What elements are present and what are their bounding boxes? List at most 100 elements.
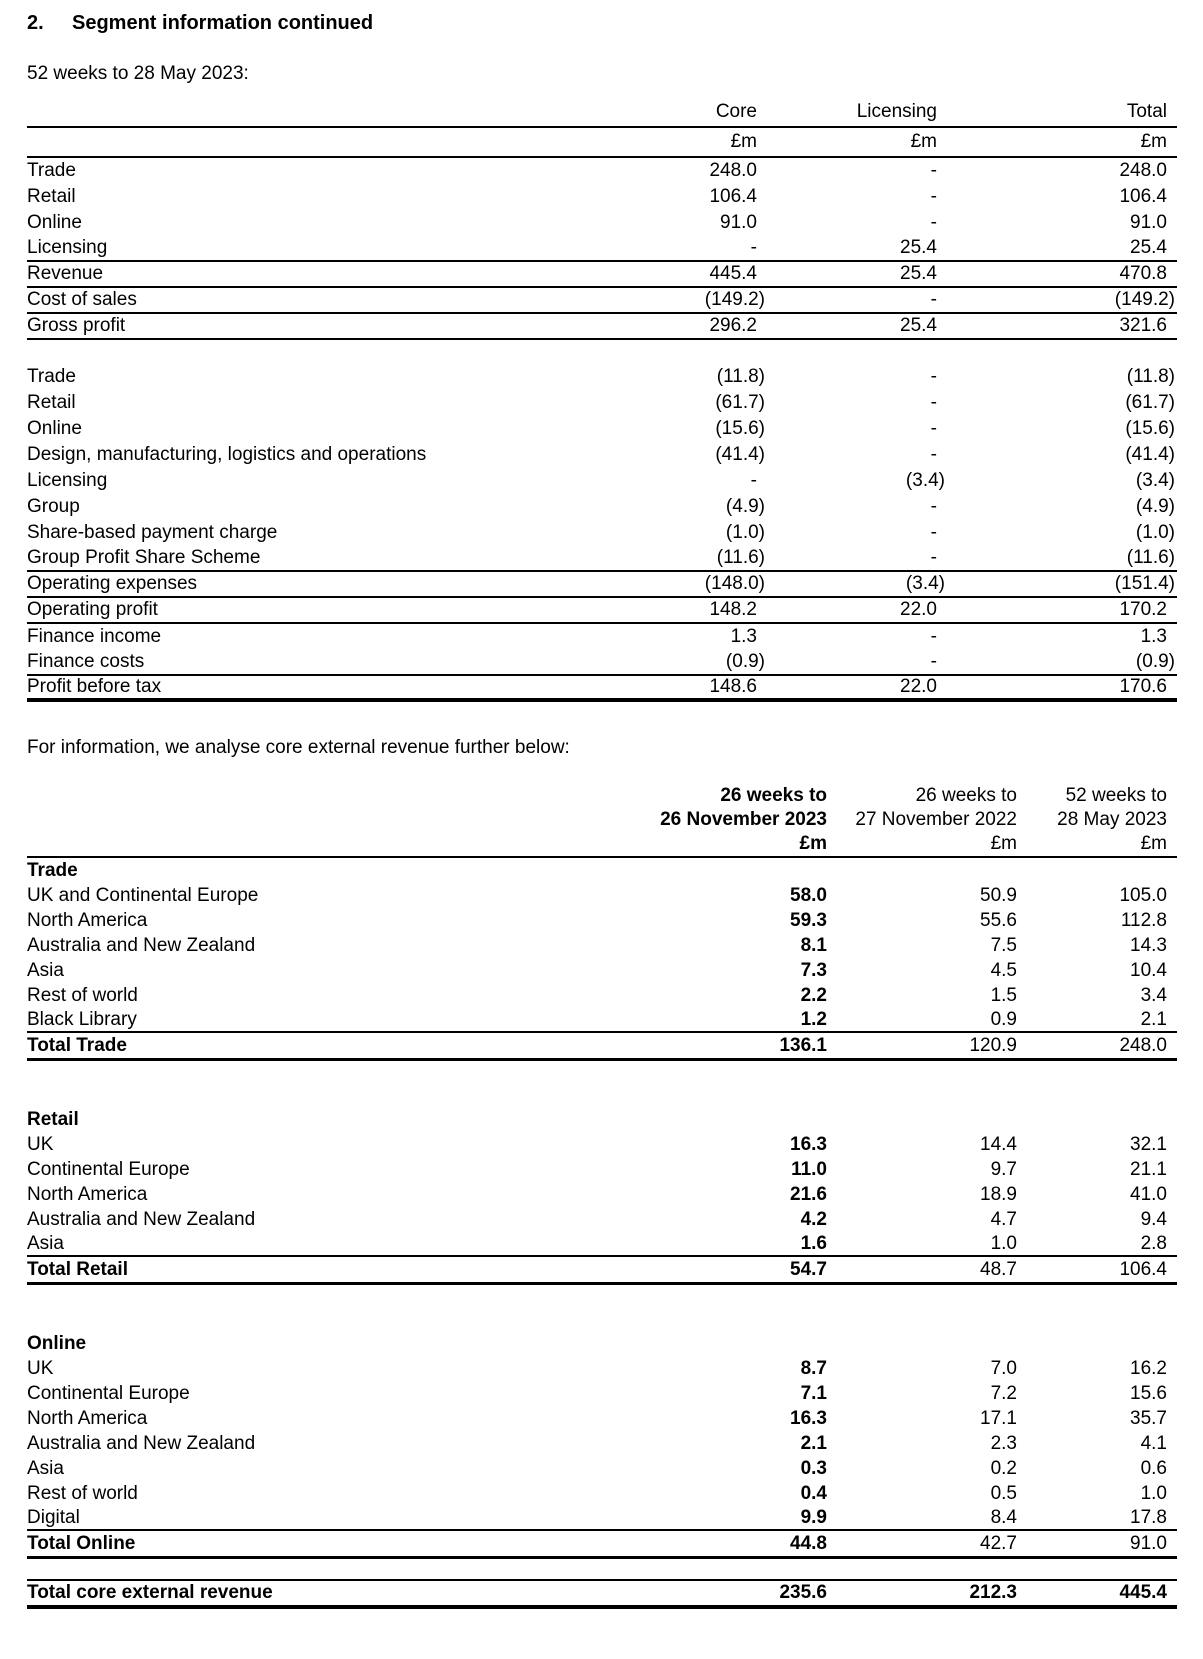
value-cell: 18.9 xyxy=(980,1183,1017,1205)
column-header-core: Core xyxy=(715,101,757,122)
value-cell: 106.4 xyxy=(1119,1258,1167,1280)
row-label: Australia and New Zealand xyxy=(27,1208,256,1230)
value-cell: 91.0 xyxy=(1130,1532,1167,1554)
row-label: Operating expenses xyxy=(27,573,198,594)
column-header-full-year: 52 weeks to 28 May 2023 £m xyxy=(1027,784,1177,856)
value-cell: 445.4 xyxy=(709,263,757,284)
table-row: Continental Europe 7.1 7.2 15.6 xyxy=(27,1381,1177,1406)
value-cell: 170.6 xyxy=(1119,676,1167,697)
value-cell: 248.0 xyxy=(1119,160,1167,181)
value-cell: 1.0 xyxy=(990,1232,1017,1254)
table-row: Profit before tax 148.6 22.0 170.6 xyxy=(27,676,1177,702)
value-cell: 148.2 xyxy=(709,599,757,620)
table-row: Licensing - 25.4 25.4 xyxy=(27,236,1177,262)
table-row: Continental Europe 11.0 9.7 21.1 xyxy=(27,1157,1177,1182)
value-cell: 10.4 xyxy=(1130,959,1167,981)
value-cell: 445.4 xyxy=(1119,1582,1167,1603)
row-label: Asia xyxy=(27,1232,64,1254)
value-cell: 9.4 xyxy=(1140,1208,1167,1230)
value-cell: 0.4 xyxy=(800,1482,827,1504)
row-label: Digital xyxy=(27,1506,80,1528)
value-cell: (0.9) xyxy=(725,651,765,672)
segment-table-body: Trade 248.0 - 248.0 Retail 106.4 - 106.4 Online 9… xyxy=(27,158,1177,702)
value-cell: 136.1 xyxy=(779,1034,827,1056)
row-label: Continental Europe xyxy=(27,1382,190,1404)
value-cell: 3.4 xyxy=(1140,984,1167,1006)
table-row: Online (15.6) - (15.6) xyxy=(27,416,1177,442)
table-row: Digital 9.9 8.4 17.8 xyxy=(27,1506,1177,1531)
unit-cell: £m xyxy=(910,131,937,152)
row-label: Licensing xyxy=(27,470,108,491)
value-cell: 25.4 xyxy=(900,315,937,336)
row-label: Online xyxy=(27,418,82,439)
value-cell: 4.1 xyxy=(1140,1432,1167,1454)
core-revenue-table-body: Trade UK and Continental Europe 58.0 50.9 10… xyxy=(27,858,1177,1609)
value-cell: 8.4 xyxy=(990,1506,1017,1528)
value-cell: 8.7 xyxy=(800,1357,827,1379)
value-cell: (41.4) xyxy=(1125,444,1175,465)
table-row: Trade 248.0 - 248.0 xyxy=(27,158,1177,184)
value-cell: (11.6) xyxy=(1126,547,1175,568)
row-label: Retail xyxy=(27,1108,79,1130)
unit-cell: £m xyxy=(730,131,757,152)
value-cell: 22.0 xyxy=(900,676,937,697)
value-cell: 22.0 xyxy=(900,599,937,620)
core-revenue-table: 26 weeks to 26 November 2023 £m 26 weeks… xyxy=(27,782,1177,1609)
value-cell: 25.4 xyxy=(900,263,937,284)
value-cell: 9.9 xyxy=(800,1506,827,1528)
value-cell: 106.4 xyxy=(1119,186,1167,207)
header-line: 26 weeks to xyxy=(720,785,827,806)
segment-table: Core Licensing Total £m £m £m Trade 248.0… xyxy=(27,98,1177,702)
value-cell: 9.7 xyxy=(990,1158,1017,1180)
value-cell: 50.9 xyxy=(980,884,1017,906)
table-row: Operating profit 148.2 22.0 170.2 xyxy=(27,598,1177,624)
value-cell: - xyxy=(930,626,937,647)
value-cell: 1.3 xyxy=(730,626,757,647)
section-header-row: Trade xyxy=(27,858,1177,883)
row-label: Finance costs xyxy=(27,651,145,672)
column-header-licensing: Licensing xyxy=(856,101,937,122)
value-cell: 16.3 xyxy=(790,1407,827,1429)
segment-table-header-row: Core Licensing Total xyxy=(27,98,1177,128)
value-cell: 48.7 xyxy=(980,1258,1017,1280)
value-cell: (11.8) xyxy=(716,366,765,387)
row-label: Australia and New Zealand xyxy=(27,1432,256,1454)
row-label: Total Trade xyxy=(27,1034,127,1056)
row-label: Total core external revenue xyxy=(27,1582,273,1603)
value-cell: (0.9) xyxy=(1135,651,1175,672)
value-cell: 1.6 xyxy=(800,1232,827,1254)
value-cell: (1.0) xyxy=(725,522,765,543)
value-cell: 11.0 xyxy=(791,1158,827,1180)
row-label: Trade xyxy=(27,859,78,881)
table-row: Retail (61.7) - (61.7) xyxy=(27,390,1177,416)
value-cell: - xyxy=(750,470,757,491)
table-row: Retail 106.4 - 106.4 xyxy=(27,184,1177,210)
table-row: Rest of world 0.4 0.5 1.0 xyxy=(27,1481,1177,1506)
row-label: Asia xyxy=(27,1457,64,1479)
row-label: UK xyxy=(27,1133,54,1155)
value-cell: - xyxy=(930,186,937,207)
table-row: Operating expenses (148.0) (3.4) (151.4) xyxy=(27,572,1177,598)
row-label: Finance income xyxy=(27,626,162,647)
section-header-row: Retail xyxy=(27,1107,1177,1132)
value-cell: 91.0 xyxy=(1130,212,1167,233)
row-label: UK and Continental Europe xyxy=(27,884,259,906)
value-cell: 59.3 xyxy=(790,909,827,931)
value-cell: 55.6 xyxy=(980,909,1017,931)
value-cell: (148.0) xyxy=(704,573,765,594)
value-cell: - xyxy=(930,160,937,181)
unit-cell: £m xyxy=(799,833,827,854)
value-cell: 17.1 xyxy=(980,1407,1017,1429)
table-row: Licensing - (3.4) (3.4) xyxy=(27,468,1177,494)
value-cell: 44.8 xyxy=(790,1532,827,1554)
value-cell: 105.0 xyxy=(1119,884,1167,906)
section-heading: 2. Segment information continued xyxy=(27,10,1177,36)
row-label: Continental Europe xyxy=(27,1158,190,1180)
row-label: Online xyxy=(27,212,82,233)
value-cell: (11.6) xyxy=(716,547,765,568)
table-row: Asia 7.3 4.5 10.4 xyxy=(27,958,1177,983)
table-row: Design, manufacturing, logistics and ope… xyxy=(27,442,1177,468)
period-label: 52 weeks to 28 May 2023: xyxy=(27,63,249,84)
value-cell: 321.6 xyxy=(1119,315,1167,336)
row-label: Online xyxy=(27,1332,87,1354)
